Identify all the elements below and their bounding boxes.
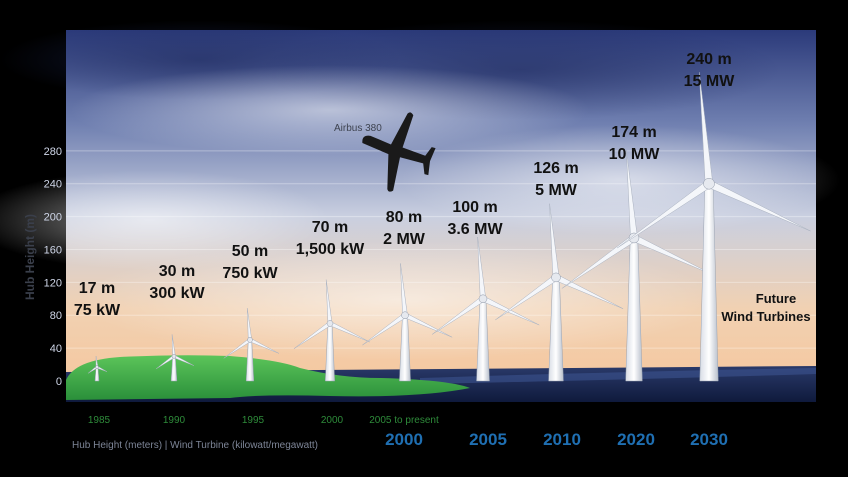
- y-tick-label: 160: [44, 244, 62, 256]
- turbine-hub: [551, 272, 561, 283]
- turbine-hub: [401, 311, 409, 319]
- offshore-year: 2000: [385, 430, 423, 449]
- turbine-hub: [326, 320, 334, 327]
- turbine: [293, 279, 370, 382]
- airplane-icon: [362, 112, 436, 192]
- y-tick-label: 80: [50, 310, 62, 322]
- y-tick-label: 240: [44, 179, 62, 191]
- turbine-power-label: 3.6 MW: [447, 221, 503, 238]
- future-annotation-line1: Future: [756, 291, 796, 306]
- turbines: [87, 72, 811, 382]
- offshore-year: 2030: [690, 430, 728, 449]
- turbine-power-label: 5 MW: [535, 182, 578, 199]
- turbine: [561, 150, 714, 382]
- turbine: [617, 72, 811, 382]
- onshore-year: 2005 to present: [369, 415, 439, 426]
- turbine: [223, 307, 280, 382]
- turbine-hub: [171, 354, 177, 359]
- turbine: [362, 263, 453, 382]
- turbine-power-label: 750 kW: [222, 265, 278, 282]
- offshore-year: 2020: [617, 430, 655, 449]
- offshore-year: 2010: [543, 430, 581, 449]
- onshore-year: 1985: [88, 415, 111, 426]
- turbine-height-label: 17 m: [79, 280, 115, 297]
- turbine-hub: [478, 294, 488, 304]
- turbine-power-label: 300 kW: [149, 285, 205, 302]
- turbine-power-label: 10 MW: [609, 146, 661, 163]
- turbine-height-label: 30 m: [159, 263, 195, 280]
- x-axis-label: Hub Height (meters) | Wind Turbine (kilo…: [72, 440, 318, 451]
- x-axis-years: 1985 1990 1995 2000 2005 to present 2000 2005 2…: [88, 415, 728, 449]
- offshore-year: 2005: [469, 430, 507, 449]
- y-tick-label: 40: [50, 343, 62, 355]
- land: [66, 355, 470, 400]
- turbine-hub: [703, 177, 715, 190]
- turbine-power-label: 2 MW: [383, 231, 426, 248]
- turbine: [495, 203, 624, 382]
- airplane: [362, 112, 436, 192]
- turbine-height-label: 70 m: [312, 219, 348, 236]
- turbine-height-label: 80 m: [386, 209, 422, 226]
- turbine: [155, 334, 195, 382]
- turbine-power-label: 1,500 kW: [296, 241, 365, 258]
- y-tick-label: 200: [44, 212, 62, 224]
- airplane-label: Airbus 380: [334, 123, 382, 134]
- turbine-hub: [247, 337, 253, 343]
- turbine-power-label: 75 kW: [74, 302, 121, 319]
- turbine-labels: 17 m 75 kW 30 m 300 kW 50 m 750 kW 70 m 1,500 k…: [74, 51, 735, 319]
- onshore-year: 2000: [321, 415, 344, 426]
- turbine-height-label: 100 m: [452, 199, 497, 216]
- y-tick-label: 120: [44, 277, 62, 289]
- turbine-height-label: 126 m: [533, 160, 578, 177]
- onshore-year: 1995: [242, 415, 265, 426]
- y-tick-label: 0: [56, 376, 62, 388]
- onshore-year: 1990: [163, 415, 186, 426]
- turbine: [87, 356, 108, 382]
- future-annotation-line2: Wind Turbines: [721, 309, 810, 324]
- y-tick-label: 280: [44, 146, 62, 158]
- turbine-hub: [95, 365, 99, 369]
- turbine-power-label: 15 MW: [684, 73, 736, 90]
- turbine-height-label: 240 m: [686, 51, 731, 68]
- y-axis-ticks: 0 40 80 120 160 200 240 280: [44, 146, 62, 388]
- turbine: [432, 237, 540, 382]
- y-axis-label: Hub Height (m): [23, 214, 37, 300]
- gridlines: [66, 150, 816, 349]
- turbine-height-label: 50 m: [232, 243, 268, 260]
- turbine-height-label: 174 m: [611, 124, 656, 141]
